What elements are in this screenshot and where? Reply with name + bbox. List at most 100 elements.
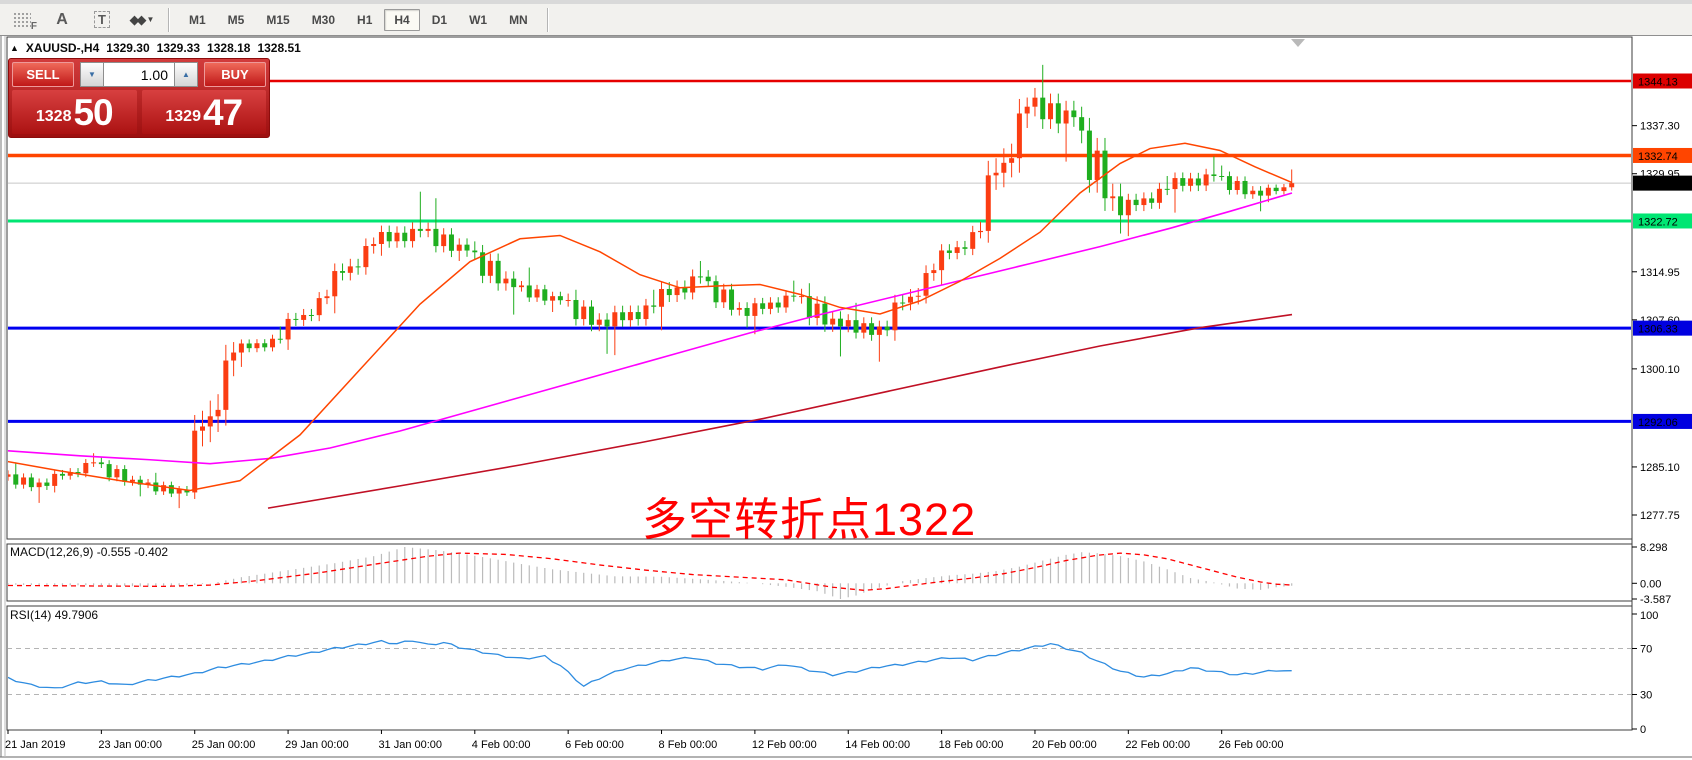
rsi-line: [8, 639, 1292, 689]
tf-button-W1[interactable]: W1: [469, 12, 488, 27]
rsi-value: 49.7906: [54, 608, 99, 622]
ask-price-button[interactable]: 1329 47: [141, 90, 266, 134]
ma-slow-magenta: [8, 192, 1293, 465]
tf-button-M30[interactable]: M30: [311, 12, 336, 27]
macd-name: MACD(12,26,9): [10, 545, 94, 559]
volume-decrease-button[interactable]: ▼: [80, 62, 104, 87]
svg-text:8 Feb 00:00: 8 Feb 00:00: [659, 739, 718, 751]
svg-text:6 Feb 00:00: 6 Feb 00:00: [565, 739, 624, 751]
arrows-glyph: ◆◆: [129, 11, 147, 27]
svg-text:1314.95: 1314.95: [1640, 267, 1680, 279]
date-axis[interactable]: 21 Jan 2019 23 Jan 00:00 25 Jan 00:00 29 Ja…: [5, 730, 1284, 751]
svg-text:70: 70: [1640, 644, 1652, 656]
price-badge-1328.51: [1633, 175, 1692, 191]
text-box-icon[interactable]: T: [84, 7, 120, 33]
collapse-triangle-icon[interactable]: ▲: [10, 43, 19, 53]
svg-text:8.298: 8.298: [1640, 542, 1668, 554]
svg-text:1285.10: 1285.10: [1640, 462, 1680, 474]
svg-text:1292.06: 1292.06: [1638, 417, 1678, 429]
rsi-panel[interactable]: [7, 639, 1632, 695]
macd-indicator-label: MACD(12,26,9) -0.555 -0.402: [10, 545, 168, 559]
tf-button-M5[interactable]: M5: [227, 12, 245, 27]
svg-text:31 Jan 00:00: 31 Jan 00:00: [378, 739, 442, 751]
rsi-indicator-label: RSI(14) 49.7906: [10, 608, 98, 622]
buy-button[interactable]: BUY: [204, 62, 266, 87]
volume-input[interactable]: [104, 62, 174, 87]
price-badge-1292.06: [1633, 413, 1692, 429]
bid-price-button[interactable]: 1328 50: [12, 90, 137, 134]
svg-text:25 Jan 00:00: 25 Jan 00:00: [192, 739, 256, 751]
price-badge-1332.74: [1633, 147, 1692, 163]
svg-text:1322.72: 1322.72: [1638, 216, 1678, 228]
symbol-timeframe: XAUUSD-,H4: [25, 41, 100, 55]
candles: [8, 64, 1295, 509]
dropdown-caret-icon: ▼: [146, 15, 155, 24]
svg-text:12 Feb 00:00: 12 Feb 00:00: [752, 739, 817, 751]
tf-button-M1[interactable]: M1: [189, 12, 206, 27]
tf-button-MN[interactable]: MN: [509, 12, 528, 27]
macd-values: -0.555 -0.402: [96, 545, 169, 559]
ask-price-pips: 47: [202, 92, 243, 133]
svg-text:22 Feb 00:00: 22 Feb 00:00: [1125, 739, 1190, 751]
svg-text:0.00: 0.00: [1640, 578, 1661, 590]
text-label-icon[interactable]: A: [44, 7, 80, 33]
rsi-name: RSI(14): [10, 608, 52, 622]
bid-price-pips: 50: [73, 92, 113, 133]
price-axis[interactable]: 1337.301329.951314.951307.601300.101285.…: [1632, 73, 1692, 737]
tf-button-H4[interactable]: H4: [384, 8, 420, 31]
one-click-trading-widget: SELL ▼ ▲ BUY 1328 50 1329 47: [8, 58, 270, 138]
svg-text:1306.33: 1306.33: [1638, 324, 1678, 336]
chart-title: ▲ XAUUSD-,H4 1329.30 1329.33 1328.18 132…: [10, 41, 301, 55]
price-badge-1306.33: [1633, 320, 1692, 336]
toolbar-separator-2: [546, 7, 549, 32]
tf-button-D1[interactable]: D1: [431, 12, 448, 27]
bar-close: 1328.51: [257, 41, 301, 55]
svg-text:20 Feb 00:00: 20 Feb 00:00: [1032, 739, 1097, 751]
letter-t-glyph: T: [94, 11, 110, 28]
chinese-annotation-text: 多空转折点1322: [642, 494, 977, 545]
sell-button[interactable]: SELL: [12, 62, 74, 87]
svg-text:26 Feb 00:00: 26 Feb 00:00: [1219, 739, 1284, 751]
svg-text:30: 30: [1640, 690, 1652, 702]
svg-text:21 Jan 2019: 21 Jan 2019: [5, 739, 66, 751]
grid-f-label: F: [30, 21, 37, 32]
macd-signal-line: [8, 552, 1292, 591]
chart-shift-marker-icon[interactable]: [1291, 39, 1305, 47]
grid-dots-icon: F: [13, 12, 37, 32]
panel-border: [6, 543, 1633, 602]
svg-text:23 Jan 00:00: 23 Jan 00:00: [98, 739, 162, 751]
letter-a-glyph: A: [56, 10, 68, 28]
toolbar: F A T ◆◆ ▼ M1 M5 M15 M30 H1 H4 D1 W1 MN: [0, 4, 1692, 36]
timeframe-buttons: M1 M5 M15 M30 H1 H4 D1 W1 MN: [178, 8, 539, 31]
chart-canvas[interactable]: 1337.301329.951314.951307.601300.101285.…: [0, 36, 1692, 760]
chart-window: 1337.301329.951314.951307.601300.101285.…: [0, 36, 1692, 760]
arrows-tool-icon[interactable]: ◆◆ ▼: [124, 7, 160, 33]
svg-text:1344.13: 1344.13: [1638, 77, 1678, 89]
bar-open: 1329.30: [106, 41, 150, 55]
tf-button-M15[interactable]: M15: [266, 12, 290, 27]
svg-text:1277.75: 1277.75: [1640, 510, 1680, 522]
toolbar-separator: [168, 7, 170, 32]
volume-increase-button[interactable]: ▲: [174, 62, 198, 87]
price-badge-1344.13: [1633, 73, 1692, 89]
chart-properties-icon[interactable]: F: [4, 7, 40, 33]
panel-border: [6, 605, 1633, 731]
bid-price-integer: 1328: [35, 108, 72, 125]
svg-text:1337.30: 1337.30: [1640, 121, 1680, 133]
svg-text:1332.74: 1332.74: [1638, 151, 1678, 163]
ma-fast-orange: [8, 142, 1293, 492]
ma-long-darkred: [267, 313, 1293, 509]
tf-button-H1[interactable]: H1: [357, 12, 373, 27]
bar-low: 1328.18: [207, 41, 251, 55]
svg-text:1300.10: 1300.10: [1640, 364, 1680, 376]
main-price-panel[interactable]: [5, 64, 1632, 509]
svg-text:-3.587: -3.587: [1640, 594, 1671, 606]
bar-high: 1329.33: [156, 41, 201, 55]
svg-text:1328.51: 1328.51: [1638, 179, 1678, 191]
svg-text:14 Feb 00:00: 14 Feb 00:00: [845, 739, 910, 751]
svg-text:29 Jan 00:00: 29 Jan 00:00: [285, 739, 349, 751]
price-badge-1322.72: [1633, 213, 1692, 229]
macd-panel[interactable]: [8, 546, 1293, 599]
svg-text:18 Feb 00:00: 18 Feb 00:00: [939, 739, 1004, 751]
svg-text:0: 0: [1640, 724, 1646, 736]
